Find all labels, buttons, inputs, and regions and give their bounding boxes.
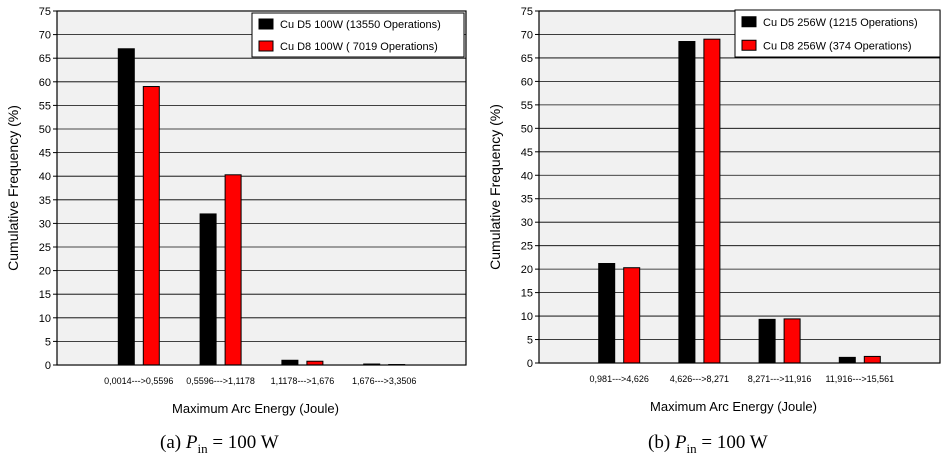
chart-a-legend-box [251, 12, 465, 58]
chart-b-y-tick-label: 30 [521, 217, 533, 229]
caption-a-label: (a) [160, 432, 182, 453]
chart-a-x-axis-title: Maximum Arc Energy (Joule) [172, 401, 339, 416]
chart-b-x-tick-label: 4,626--->8,271 [670, 374, 729, 384]
chart-a-bar-d8-2 [224, 174, 242, 366]
caption-b-rest: = 100 W [701, 432, 768, 453]
chart-b-y-tick-label: 35 [521, 194, 533, 206]
chart-b-y-tick-label: 70 [521, 29, 533, 41]
chart-b-bar-d5-4 [838, 356, 856, 364]
caption-b-subscript: in [686, 440, 697, 456]
chart-b-y-tick-label: 15 [521, 288, 533, 300]
chart-a-legend-swatch [258, 18, 274, 30]
chart-b-bar-d8-2 [703, 38, 721, 364]
chart-a-y-tick-label: 15 [39, 289, 51, 301]
chart-b-legend-swatch [741, 16, 757, 28]
caption-a-symbol: P [185, 432, 198, 453]
chart-a-bars [117, 48, 406, 366]
chart-a-y-ticks: 0 5 10 15 20 25 30 35 40 45 50 55 60 65 70 75 [39, 6, 57, 372]
chart-a-y-tick-label: 0 [45, 360, 51, 372]
chart-a-y-axis-title: Cumulative Frequency (%) [5, 105, 21, 271]
chart-b-bar-d5-1 [598, 263, 616, 364]
chart-b-legend-label: Cu D8 256W (374 Operations) [763, 40, 912, 52]
chart-b-x-tick-label: 8,271--->11,916 [748, 374, 812, 384]
chart-a-y-tick-label: 75 [39, 6, 51, 18]
caption-b-symbol: P [674, 432, 687, 453]
chart-a-x-tick-label: 0,0014--->0,5596 [104, 376, 173, 386]
chart-b-y-tick-label: 50 [521, 123, 533, 135]
chart-b-y-tick-label: 65 [521, 53, 533, 65]
chart-a-y-tick-label: 10 [39, 313, 51, 325]
chart-a-bar-d5-1 [117, 48, 135, 366]
chart-a-legend-label: Cu D5 100W (13550 Operations) [280, 19, 441, 31]
chart-b-y-tick-label: 60 [521, 76, 533, 88]
chart-b-y-ticks: 0 5 10 15 20 25 30 35 40 45 50 55 60 65 70 75 [521, 6, 539, 370]
chart-b-x-tick-label: 0,981--->4,626 [590, 374, 649, 384]
chart-b-bars [598, 38, 881, 364]
chart-b-y-axis-title: Cumulative Frequency (%) [487, 104, 503, 270]
chart-b-bar-d8-3 [783, 318, 801, 364]
chart-a-y-tick-label: 50 [39, 124, 51, 136]
caption-a-rest: = 100 W [212, 432, 279, 453]
chart-a-y-tick-label: 35 [39, 195, 51, 207]
chart-b-legend-swatch [741, 39, 757, 51]
chart-a-y-tick-label: 30 [39, 218, 51, 230]
chart-b-bar-d8-1 [623, 267, 641, 364]
chart-a-y-tick-label: 55 [39, 100, 51, 112]
chart-b-x-axis-title: Maximum Arc Energy (Joule) [650, 399, 817, 414]
chart-a-y-tick-label: 70 [39, 30, 51, 42]
chart-a-y-tick-label: 20 [39, 266, 51, 278]
caption-b-label: (b) [648, 432, 671, 453]
chart-b-y-tick-label: 0 [527, 358, 533, 370]
chart-a-x-tick-label: 1,676--->3,3506 [352, 376, 416, 386]
chart-b-bar-d5-2 [678, 41, 696, 364]
chart-b-bar-d5-3 [758, 318, 776, 364]
chart-a-bar-d5-2 [199, 213, 217, 366]
chart-a-axes-frame [56, 10, 467, 366]
chart-b-legend: Cu D5 256W (1215 Operations) Cu D8 256W (… [734, 9, 941, 58]
caption-a-subscript: in [197, 440, 208, 456]
chart-a-bar-d8-1 [142, 86, 160, 366]
chart-a-y-tick-label: 5 [45, 336, 51, 348]
chart-b-x-tick-label: 11,916--->15,561 [825, 374, 894, 384]
chart-a-y-tick-label: 25 [39, 242, 51, 254]
chart-b-legend-label: Cu D5 256W (1215 Operations) [763, 17, 918, 29]
chart-b-y-tick-label: 25 [521, 241, 533, 253]
chart-a-x-tick-label: 1,1178--->1,676 [271, 376, 335, 386]
chart-a-y-tick-label: 65 [39, 53, 51, 65]
chart-b-y-tick-label: 45 [521, 147, 533, 159]
chart-a-legend: Cu D5 100W (13550 Operations) Cu D8 100W … [251, 12, 465, 58]
chart-b-y-tick-label: 5 [527, 335, 533, 347]
chart-b-y-tick-label: 55 [521, 100, 533, 112]
chart-b-bar-d8-4 [863, 355, 881, 364]
chart-a-legend-label: Cu D8 100W ( 7019 Operations) [280, 41, 438, 53]
caption-b: (b) Pin = 100 W [648, 432, 768, 457]
chart-b-y-tick-label: 75 [521, 6, 533, 18]
chart-b-y-tick-label: 10 [521, 311, 533, 323]
caption-a: (a) Pin = 100 W [160, 432, 279, 457]
chart-b-y-tick-label: 20 [521, 264, 533, 276]
chart-a-x-tick-label: 0,5596--->1,1178 [186, 376, 255, 386]
chart-b-y-tick-label: 40 [521, 170, 533, 182]
chart-b: 0 5 10 15 20 25 30 35 40 45 50 55 60 65 70 75 0,981--->4… [487, 6, 941, 414]
chart-a: 0 5 10 15 20 25 30 35 40 45 50 55 60 65 70 75 0,0014--->… [5, 6, 467, 416]
chart-a-y-tick-label: 45 [39, 148, 51, 160]
chart-a-legend-swatch [258, 40, 274, 52]
chart-b-legend-box [734, 9, 941, 58]
chart-a-bar-d5-3 [281, 359, 299, 366]
chart-a-y-tick-label: 60 [39, 77, 51, 89]
chart-a-y-tick-label: 40 [39, 171, 51, 183]
